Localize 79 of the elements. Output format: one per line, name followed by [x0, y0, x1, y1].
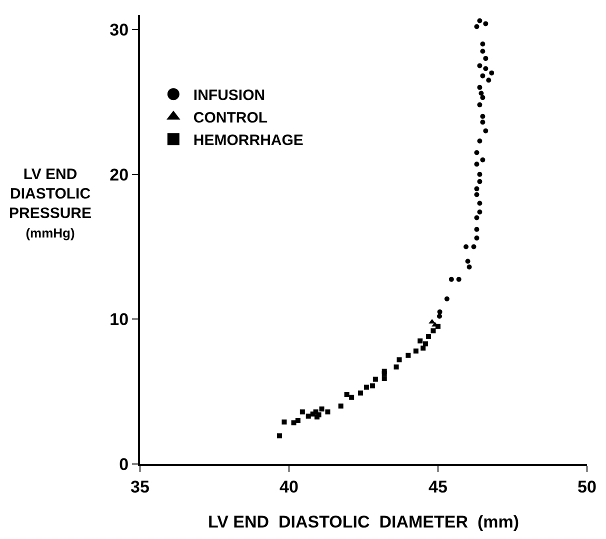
point [276, 433, 282, 438]
point [480, 157, 486, 162]
x-tick-label: 45 [428, 477, 448, 496]
point [428, 319, 436, 324]
point [474, 150, 480, 156]
point [420, 346, 426, 351]
point [436, 324, 440, 329]
point [477, 138, 482, 144]
point [474, 192, 480, 198]
point [486, 78, 492, 83]
point [444, 296, 450, 302]
point [382, 376, 387, 382]
point [437, 309, 442, 314]
point [489, 70, 494, 76]
point [477, 63, 482, 68]
point [477, 102, 482, 108]
y-tick-label: 0 [119, 454, 129, 474]
point [406, 352, 411, 358]
point [394, 364, 399, 370]
point [478, 90, 484, 96]
point [480, 41, 486, 46]
point [422, 341, 428, 346]
point [477, 18, 482, 24]
y-tick-label: 10 [110, 310, 129, 330]
point [300, 409, 305, 414]
point [306, 414, 311, 419]
point [474, 226, 480, 232]
point [282, 420, 287, 424]
point [474, 186, 480, 192]
point [448, 276, 454, 282]
point [477, 209, 482, 214]
point [426, 334, 431, 340]
x-tick-label: 40 [280, 477, 298, 496]
point [295, 418, 300, 424]
point [396, 357, 402, 362]
point [364, 384, 369, 390]
point [480, 95, 486, 100]
point [483, 128, 488, 134]
point [349, 394, 354, 400]
x-axis-title: LV END DIASTOLIC DIAMETER (mm) [208, 512, 520, 532]
point [483, 66, 488, 72]
point [474, 24, 480, 30]
point [465, 258, 470, 264]
point [480, 48, 486, 54]
point [358, 390, 364, 396]
point [372, 376, 378, 382]
point [474, 215, 480, 220]
point [413, 348, 418, 354]
point [325, 409, 330, 414]
y-tick-label: 30 [110, 20, 129, 40]
point [319, 406, 324, 412]
point [338, 404, 344, 409]
point [436, 314, 442, 319]
point [483, 21, 488, 26]
point [474, 162, 480, 167]
point [466, 264, 472, 270]
point [480, 120, 486, 125]
point [477, 172, 482, 177]
y-axis-title: LV END DIASTOLIC PRESSURE (mmHg) [9, 166, 92, 240]
legend-label: INFUSION [193, 86, 266, 104]
y-tick-label: 20 [110, 165, 129, 184]
point [483, 56, 488, 61]
point [474, 236, 480, 241]
point [471, 244, 476, 250]
legend-label: CONTROL [193, 109, 268, 126]
point [370, 383, 375, 388]
point [464, 244, 469, 250]
point [430, 328, 436, 334]
point [344, 392, 350, 397]
point [477, 200, 482, 206]
x-tick-label: 35 [130, 477, 150, 496]
point [477, 179, 482, 184]
point [477, 84, 482, 90]
point [480, 73, 486, 78]
point [480, 114, 486, 119]
legend-label: HEMORRHAGE [193, 132, 304, 149]
x-tick-label: 50 [578, 477, 596, 496]
point [418, 338, 423, 344]
point [456, 276, 462, 282]
